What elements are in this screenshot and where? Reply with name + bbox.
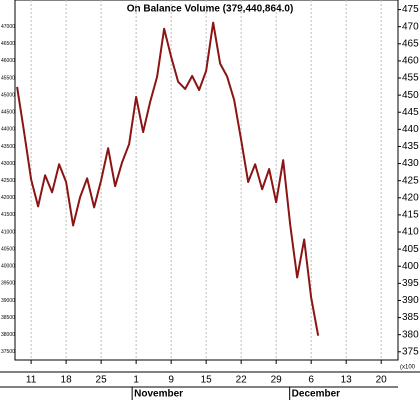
y-tick-label: 420 <box>402 192 419 203</box>
y-tick-label: 430 <box>402 158 419 169</box>
y2-tick-label: 44000 <box>1 127 15 133</box>
y2-tick-label: 41500 <box>1 212 15 218</box>
y-tick-label: 390 <box>402 295 419 306</box>
x-tick-label: 15 <box>201 375 213 386</box>
y2-tick-label: 47000 <box>1 24 15 30</box>
y2-tick-label: 46500 <box>1 41 15 47</box>
y2-tick-label: 41000 <box>1 229 15 235</box>
y-tick-label: 375 <box>402 346 419 357</box>
month-label: November <box>134 389 183 400</box>
month-label: December <box>292 389 340 400</box>
y2-tick-label: 37500 <box>1 349 15 355</box>
y2-tick-label: 45000 <box>1 92 15 98</box>
y2-tick-label: 44500 <box>1 110 15 116</box>
y-tick-label: 415 <box>402 210 419 221</box>
y-tick-label: 460 <box>402 56 419 67</box>
x-tick-label: 20 <box>376 375 388 386</box>
y2-tick-label: 42500 <box>1 178 15 184</box>
y2-tick-label: 45500 <box>1 75 15 81</box>
x-tick-label: 1 <box>133 375 139 386</box>
y-unit-label: (x100 <box>400 365 416 371</box>
y-tick-label: 440 <box>402 124 419 135</box>
y-tick-label: 405 <box>402 244 419 255</box>
y-tick-label: 470 <box>402 21 419 32</box>
x-tick-label: 18 <box>61 375 73 386</box>
x-tick-label: 9 <box>168 375 174 386</box>
y-tick-label: 385 <box>402 312 419 323</box>
y-tick-label: 445 <box>402 107 419 118</box>
y-tick-label: 425 <box>402 175 419 186</box>
x-tick-label: 25 <box>96 375 108 386</box>
y-tick-label: 400 <box>402 261 419 272</box>
y-tick-label: 435 <box>402 141 419 152</box>
x-tick-label: 13 <box>341 375 353 386</box>
y2-tick-label: 40500 <box>1 246 15 252</box>
y-tick-label: 380 <box>402 329 419 340</box>
y2-tick-label: 38500 <box>1 315 15 321</box>
y-tick-label: 410 <box>402 227 419 238</box>
y-tick-label: 475 <box>402 4 419 15</box>
x-tick-label: 22 <box>236 375 248 386</box>
y2-tick-label: 46000 <box>1 58 15 64</box>
x-tick-label: 29 <box>271 375 283 386</box>
y-tick-label: 455 <box>402 73 419 84</box>
y-tick-label: 395 <box>402 278 419 289</box>
y2-tick-label: 39500 <box>1 281 15 287</box>
x-tick-label: 6 <box>308 375 314 386</box>
y2-tick-label: 38000 <box>1 332 15 338</box>
y2-tick-label: 42000 <box>1 195 15 201</box>
line-series <box>16 21 320 336</box>
y-tick-label: 465 <box>402 38 419 49</box>
y2-tick-label: 43500 <box>1 144 15 150</box>
y2-tick-label: 39000 <box>1 298 15 304</box>
y2-tick-label: 40000 <box>1 264 15 270</box>
x-tick-label: 11 <box>26 375 37 386</box>
y2-tick-label: 43000 <box>1 161 15 167</box>
y-tick-label: 450 <box>402 90 419 101</box>
chart-title: On Balance Volume (379,440,864.0) <box>127 4 294 15</box>
